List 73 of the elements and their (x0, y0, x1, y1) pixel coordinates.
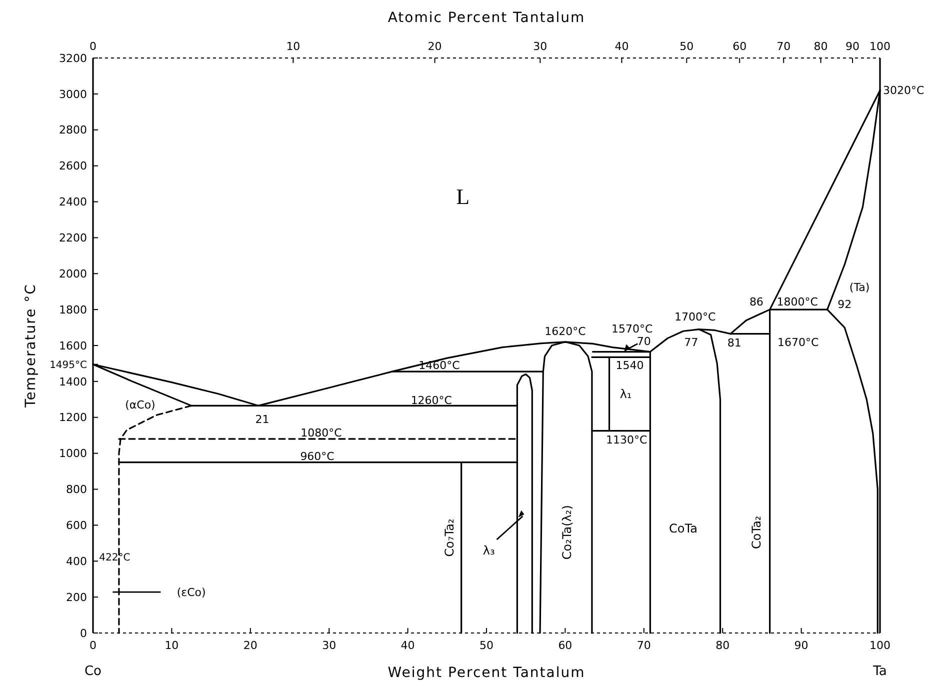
y-tick-label: 2600 (59, 160, 87, 173)
annotation: 77 (684, 336, 698, 349)
annotation: L (456, 184, 470, 210)
annotation: (αCo) (125, 398, 156, 412)
annotation: 70 (636, 334, 651, 348)
y-tick-label: 800 (66, 483, 87, 496)
x-tick-label: 70 (636, 639, 651, 652)
annotation: 1130°C (606, 434, 648, 447)
annotation: 1570°C (612, 322, 653, 336)
annotation: 1700°C (674, 310, 716, 324)
annotation: CoTa₂ (750, 516, 764, 549)
annotation: 86 (749, 295, 764, 308)
annotation: 81 (727, 336, 742, 350)
text: 3020°C (883, 84, 924, 98)
text: 50 (680, 40, 694, 53)
y-tick-label: 3000 (59, 88, 87, 101)
annotation: 1540 (616, 359, 644, 372)
annotation: Co₇Ta₂ (442, 518, 457, 557)
annotation: 1670°C (778, 336, 820, 349)
annotation: 422°C (99, 552, 130, 564)
y-tick-label: 2800 (59, 124, 87, 137)
x-tick-label: 50 (480, 639, 494, 652)
annotation: Co₂Ta(λ₂) (560, 505, 574, 560)
y-tick-label: 2000 (59, 267, 87, 280)
annotation: 1260°C (410, 394, 452, 408)
text: Ta (872, 664, 887, 679)
x-tick-label: 60 (558, 639, 572, 652)
x2-axis-title: Atomic Percent Tantalum (388, 10, 586, 26)
text: 30 (533, 40, 548, 53)
x-axis-title: Weight Percent Tantalum (388, 665, 586, 681)
y-tick-label: 3200 (59, 52, 87, 65)
text: 90 (846, 40, 860, 53)
x-tick-label: 40 (400, 639, 415, 652)
y-tick-label: 2200 (59, 232, 87, 245)
annotation: 21 (255, 413, 270, 426)
x-tick-label: 100 (870, 639, 890, 652)
y-tick-label: 1495°C (50, 360, 88, 371)
x-tick-label: 30 (322, 639, 336, 652)
annotation: 1800°C (776, 295, 818, 308)
annotation: λ₁ (620, 387, 632, 402)
annotation: 92 (838, 298, 852, 312)
annotation: λ₃ (482, 544, 495, 558)
y-tick-label: 1800 (59, 303, 87, 316)
y-tick-label: 200 (66, 590, 87, 604)
y-tick-label: 2400 (59, 196, 87, 209)
text: 60 (732, 40, 747, 53)
x-tick-label: 80 (716, 639, 730, 652)
annotation: 960°C (300, 450, 335, 463)
text: 70 (776, 40, 791, 53)
x-tick-label: 0 (90, 639, 96, 652)
annotation: 1080°C (300, 426, 342, 440)
text: 0 (90, 40, 96, 53)
text: 10 (286, 40, 300, 53)
y-tick-label: 600 (66, 519, 87, 532)
text: Co (84, 664, 102, 679)
text: 80 (814, 40, 828, 53)
y-tick-label: 1400 (59, 375, 87, 388)
y-tick-label: 1200 (59, 411, 87, 424)
x-tick-label: 20 (243, 639, 258, 652)
annotation: (Ta) (849, 280, 870, 294)
annotation: 1620°C (544, 324, 586, 338)
text: 100 (870, 40, 890, 53)
y-tick-label: 1600 (59, 339, 87, 352)
y-tick-label: 1000 (59, 447, 87, 460)
annotation: CoTa (669, 521, 698, 536)
x-tick-label: 90 (794, 639, 808, 652)
y-tick-label: 0 (80, 626, 87, 640)
y-axis-title: Temperature °C (22, 284, 39, 408)
x-tick-label: 10 (164, 639, 179, 652)
y-tick-label: 400 (66, 554, 87, 568)
text: 40 (614, 40, 629, 53)
text: 20 (428, 40, 442, 53)
annotation: (εCo) (176, 586, 206, 599)
